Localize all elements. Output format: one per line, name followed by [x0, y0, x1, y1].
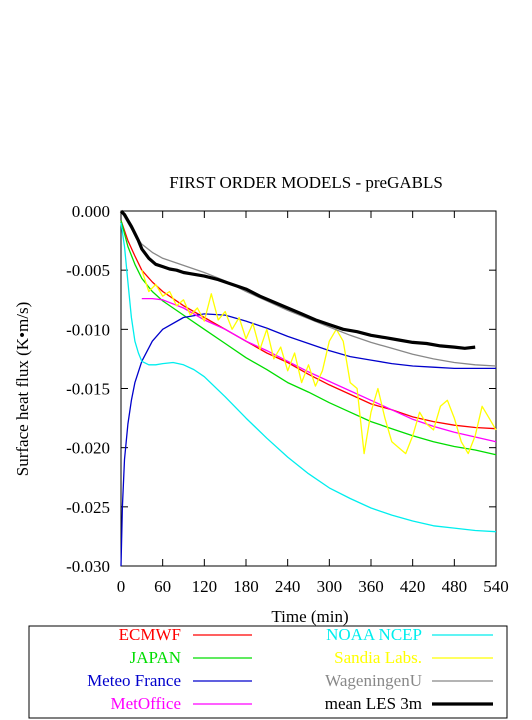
- x-tick-label: 360: [358, 577, 384, 596]
- x-tick-label: 0: [117, 577, 126, 596]
- series-line-japan: [120, 220, 497, 456]
- y-tick-label: -0.015: [66, 380, 110, 399]
- chart-title: FIRST ORDER MODELS - preGABLS: [169, 173, 443, 192]
- legend-label-noaa-ncep: NOAA NCEP: [326, 625, 422, 644]
- legend-label-metoffice: MetOffice: [111, 694, 182, 713]
- legend-label-japan: JAPAN: [130, 648, 181, 667]
- x-tick-label: 180: [233, 577, 259, 596]
- legend-label-mean-les-3m: mean LES 3m: [325, 694, 422, 713]
- plot-frame: [120, 210, 497, 567]
- y-tick-label: -0.020: [66, 439, 110, 458]
- series-line-ecmwf: [120, 220, 497, 430]
- legend: ECMWF JAPAN Meteo France MetOffice NOAA NCEP…: [28, 625, 508, 719]
- series-line-mean-les-3m: [119, 209, 476, 350]
- x-tick-label: 300: [317, 577, 343, 596]
- x-tick-label: 60: [154, 577, 171, 596]
- legend-label-sandia-labs: Sandia Labs.: [334, 648, 422, 667]
- series-line-noaa-ncep: [120, 222, 497, 533]
- legend-label-meteo-france: Meteo France: [87, 671, 181, 690]
- y-tick-label: 0.000: [72, 202, 110, 221]
- x-axis-label: Time (min): [271, 607, 348, 626]
- series-group: [119, 209, 497, 567]
- y-tick-label: -0.030: [66, 557, 110, 576]
- axis-ticks: 0 60 120 180 240 300 360 420 480 540 0.000 -0.005 -0…: [66, 202, 509, 596]
- x-tick-label: 480: [442, 577, 468, 596]
- legend-label-wageningenu: WageningenU: [325, 671, 422, 690]
- series-line-wageningenu: [120, 210, 497, 367]
- y-axis-label: Surface heat flux (K•m/s): [13, 302, 32, 476]
- series-line-metoffice: [141, 297, 497, 443]
- x-tick-label: 120: [192, 577, 218, 596]
- legend-frame: [28, 625, 508, 719]
- x-tick-label: 240: [275, 577, 301, 596]
- y-tick-label: -0.005: [66, 261, 110, 280]
- series-line-sandia-labs: [141, 269, 497, 455]
- x-tick-label: 540: [483, 577, 509, 596]
- legend-label-ecmwf: ECMWF: [119, 625, 181, 644]
- y-tick-label: -0.010: [66, 320, 110, 339]
- y-tick-label: -0.025: [66, 498, 110, 517]
- series-line-meteo-france: [120, 313, 496, 567]
- x-tick-label: 420: [400, 577, 426, 596]
